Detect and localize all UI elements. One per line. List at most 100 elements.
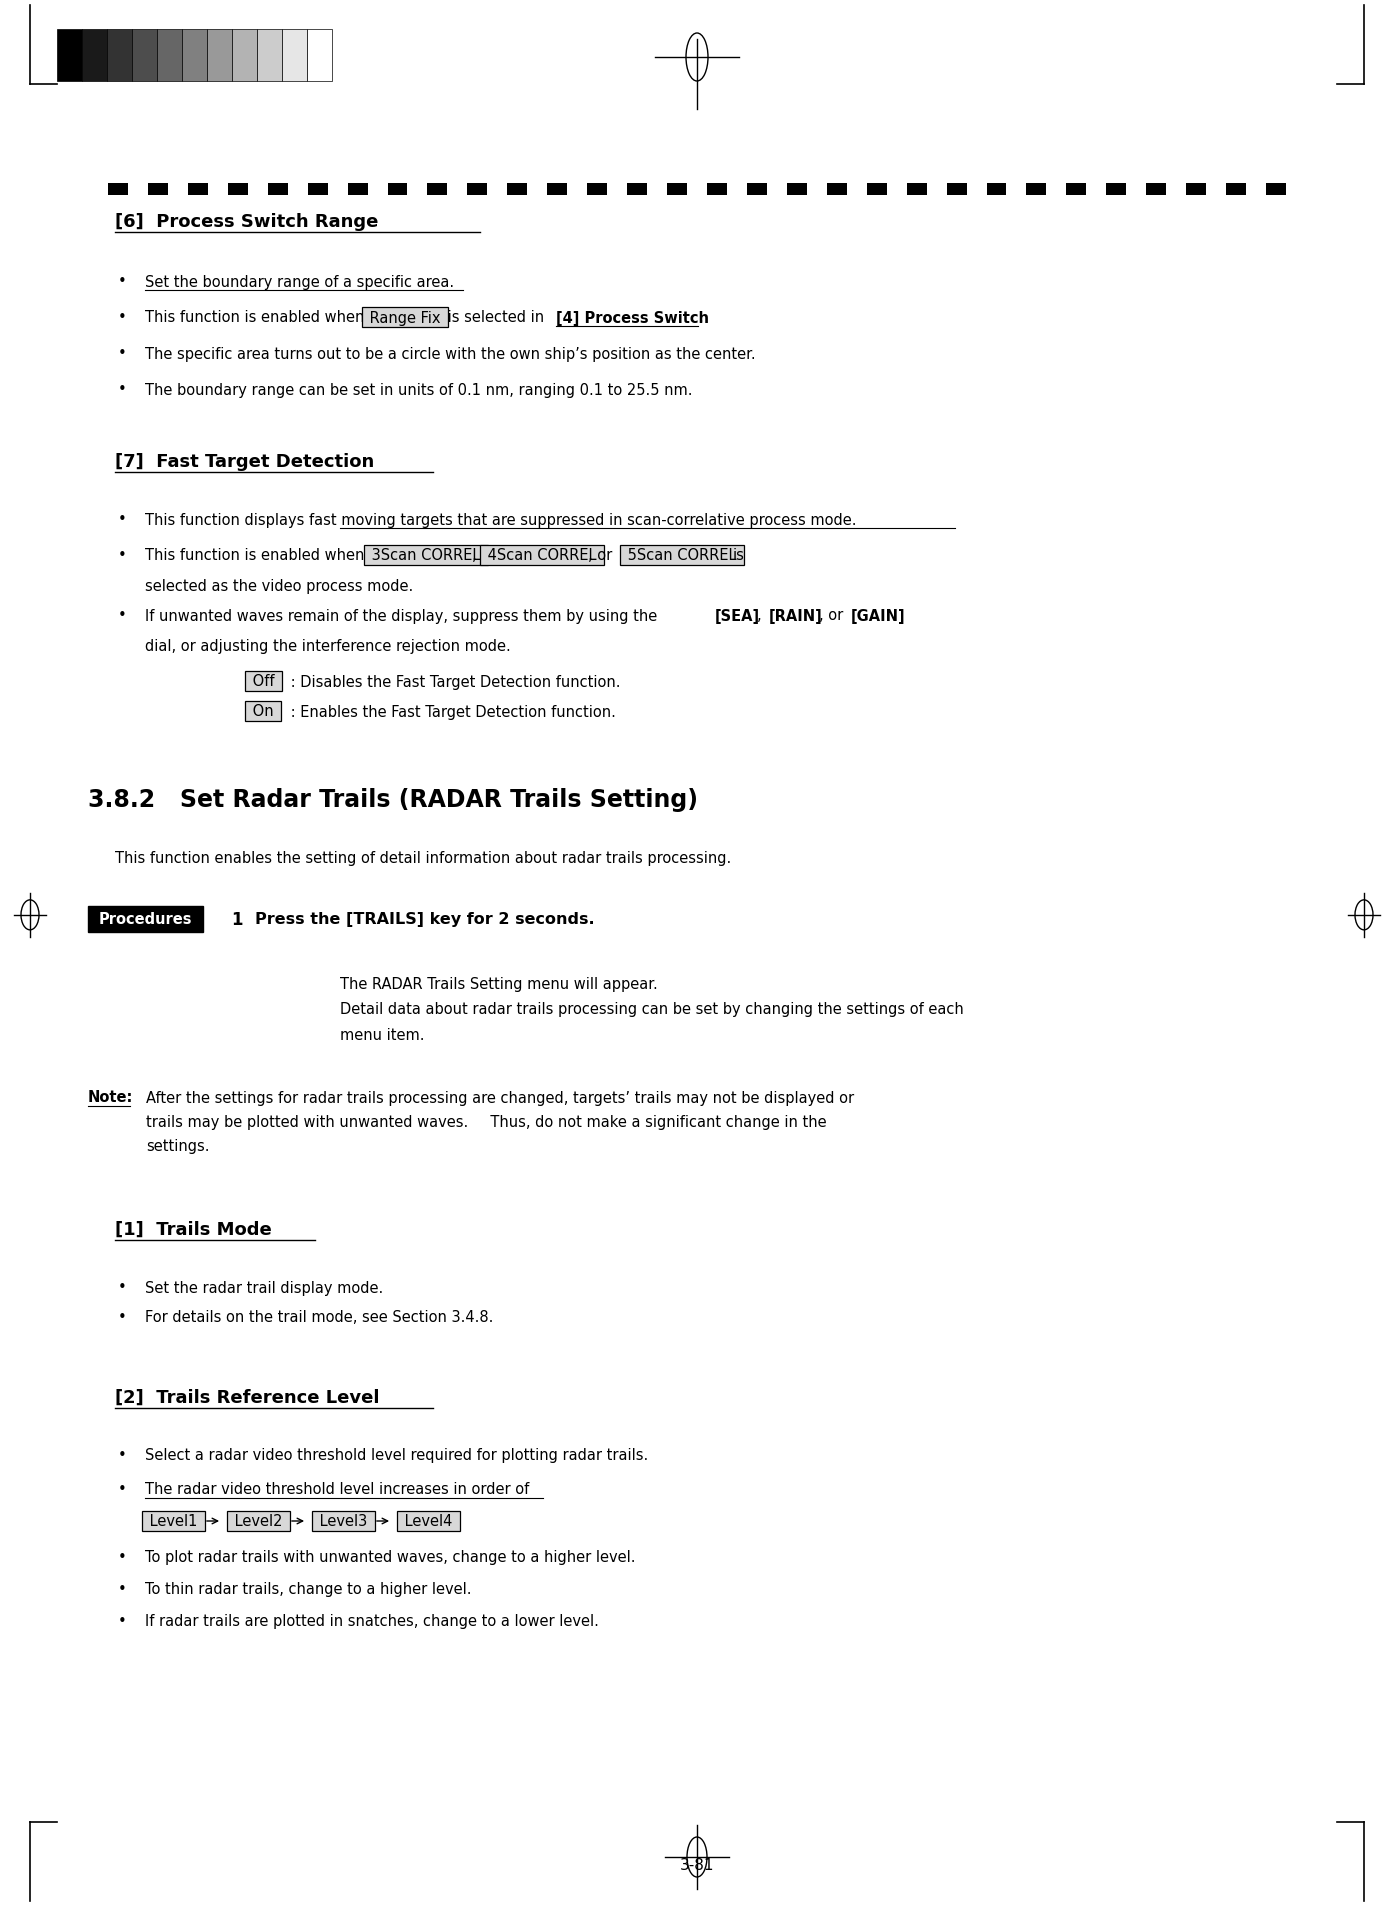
- Bar: [587, 183, 608, 196]
- Text: [7]  Fast Target Detection: [7] Fast Target Detection: [114, 452, 374, 471]
- Bar: [158, 31, 183, 82]
- Text: Note:: Note:: [88, 1091, 134, 1104]
- Text: : Enables the Fast Target Detection function.: : Enables the Fast Target Detection func…: [286, 704, 616, 719]
- Text: Level2: Level2: [230, 1514, 287, 1529]
- Text: •: •: [118, 311, 127, 326]
- Bar: [947, 183, 966, 196]
- Text: 1: 1: [231, 910, 243, 929]
- Bar: [867, 183, 887, 196]
- Text: Set the radar trail display mode.: Set the radar trail display mode.: [145, 1280, 383, 1295]
- Text: If unwanted waves remain of the display, suppress them by using the: If unwanted waves remain of the display,…: [145, 608, 662, 624]
- Text: •: •: [118, 275, 127, 290]
- Text: [RAIN]: [RAIN]: [769, 608, 822, 624]
- Bar: [1146, 183, 1167, 196]
- Text: Range Fix: Range Fix: [365, 311, 445, 326]
- Bar: [107, 183, 128, 196]
- Text: is selected in: is selected in: [443, 311, 549, 326]
- Bar: [57, 31, 82, 82]
- Text: •: •: [118, 513, 127, 526]
- Text: •: •: [118, 608, 127, 624]
- Text: On: On: [248, 704, 279, 719]
- Bar: [107, 31, 132, 82]
- Bar: [668, 183, 687, 196]
- Bar: [827, 183, 846, 196]
- Text: •: •: [118, 1310, 127, 1325]
- Bar: [1107, 183, 1126, 196]
- Bar: [227, 183, 248, 196]
- Text: •: •: [118, 347, 127, 360]
- Bar: [627, 183, 647, 196]
- Text: If radar trails are plotted in snatches, change to a lower level.: If radar trails are plotted in snatches,…: [145, 1613, 599, 1629]
- Text: Level4: Level4: [400, 1514, 457, 1529]
- Bar: [148, 183, 167, 196]
- Text: This function is enabled when: This function is enabled when: [145, 311, 364, 326]
- Bar: [1186, 183, 1206, 196]
- Bar: [707, 183, 726, 196]
- Bar: [467, 183, 488, 196]
- Text: Select a radar video threshold level required for plotting radar trails.: Select a radar video threshold level req…: [145, 1447, 648, 1463]
- Bar: [747, 183, 767, 196]
- Text: The boundary range can be set in units of 0.1 nm, ranging 0.1 to 25.5 nm.: The boundary range can be set in units o…: [145, 381, 693, 397]
- Text: •: •: [118, 1613, 127, 1629]
- Text: 3.8.2   Set Radar Trails (RADAR Trails Setting): 3.8.2 Set Radar Trails (RADAR Trails Set…: [88, 788, 698, 812]
- Text: 4Scan CORREL: 4Scan CORREL: [482, 547, 601, 563]
- Text: , or: , or: [588, 547, 612, 563]
- Text: •: •: [118, 1280, 127, 1295]
- Text: To thin radar trails, change to a higher level.: To thin radar trails, change to a higher…: [145, 1581, 471, 1596]
- Text: 5Scan CORREL: 5Scan CORREL: [623, 547, 742, 563]
- Bar: [282, 31, 307, 82]
- Text: •: •: [118, 381, 127, 397]
- Text: •: •: [118, 1581, 127, 1596]
- Bar: [1227, 183, 1246, 196]
- Bar: [786, 183, 807, 196]
- Text: The radar video threshold level increases in order of: The radar video threshold level increase…: [145, 1482, 530, 1497]
- Text: [4] Process Switch: [4] Process Switch: [556, 311, 710, 326]
- Text: 3Scan CORREL: 3Scan CORREL: [367, 547, 485, 563]
- Text: , or: , or: [820, 608, 848, 624]
- Text: ,: ,: [757, 608, 767, 624]
- Bar: [82, 31, 107, 82]
- Text: dial, or adjusting the interference rejection mode.: dial, or adjusting the interference reje…: [145, 639, 510, 654]
- Bar: [88, 906, 204, 933]
- Text: [GAIN]: [GAIN]: [850, 608, 906, 624]
- Text: Press the [TRAILS] key for 2 seconds.: Press the [TRAILS] key for 2 seconds.: [255, 912, 595, 927]
- Text: •: •: [118, 547, 127, 563]
- Text: : Disables the Fast Target Detection function.: : Disables the Fast Target Detection fun…: [286, 675, 620, 688]
- Text: The specific area turns out to be a circle with the own ship’s position as the c: The specific area turns out to be a circ…: [145, 347, 756, 360]
- Text: Off: Off: [248, 675, 279, 688]
- Text: To plot radar trails with unwanted waves, change to a higher level.: To plot radar trails with unwanted waves…: [145, 1550, 636, 1564]
- Text: •: •: [118, 1550, 127, 1564]
- Bar: [307, 31, 332, 82]
- Text: 3-81: 3-81: [680, 1857, 714, 1873]
- Text: This function enables the setting of detail information about radar trails proce: This function enables the setting of det…: [114, 851, 732, 866]
- Bar: [183, 31, 206, 82]
- Bar: [906, 183, 927, 196]
- Text: The RADAR Trails Setting menu will appear.: The RADAR Trails Setting menu will appea…: [340, 976, 658, 992]
- Bar: [1026, 183, 1047, 196]
- Text: trails may be plotted with unwanted waves.   Thus, do not make a significant cha: trails may be plotted with unwanted wave…: [146, 1114, 827, 1129]
- Text: This function displays fast moving targets that are suppressed in scan-correlati: This function displays fast moving targe…: [145, 513, 856, 526]
- Text: [1]  Trails Mode: [1] Trails Mode: [114, 1220, 272, 1238]
- Text: .: .: [698, 311, 703, 326]
- Bar: [1266, 183, 1287, 196]
- Bar: [388, 183, 407, 196]
- Bar: [507, 183, 527, 196]
- Text: ,: ,: [473, 547, 477, 563]
- Text: Level3: Level3: [315, 1514, 372, 1529]
- Text: menu item.: menu item.: [340, 1028, 425, 1041]
- Bar: [987, 183, 1006, 196]
- Bar: [268, 183, 287, 196]
- Text: [6]  Process Switch Range: [6] Process Switch Range: [114, 214, 378, 231]
- Bar: [132, 31, 158, 82]
- Text: Detail data about radar trails processing can be set by changing the settings of: Detail data about radar trails processin…: [340, 1001, 963, 1016]
- Text: This function is enabled when: This function is enabled when: [145, 547, 364, 563]
- Text: settings.: settings.: [146, 1138, 209, 1154]
- Bar: [428, 183, 447, 196]
- Text: is: is: [733, 547, 744, 563]
- Text: selected as the video process mode.: selected as the video process mode.: [145, 578, 413, 593]
- Text: Level1: Level1: [145, 1514, 202, 1529]
- Text: Set the boundary range of a specific area.: Set the boundary range of a specific are…: [145, 275, 454, 290]
- Bar: [308, 183, 328, 196]
- Text: •: •: [118, 1447, 127, 1463]
- Bar: [347, 183, 368, 196]
